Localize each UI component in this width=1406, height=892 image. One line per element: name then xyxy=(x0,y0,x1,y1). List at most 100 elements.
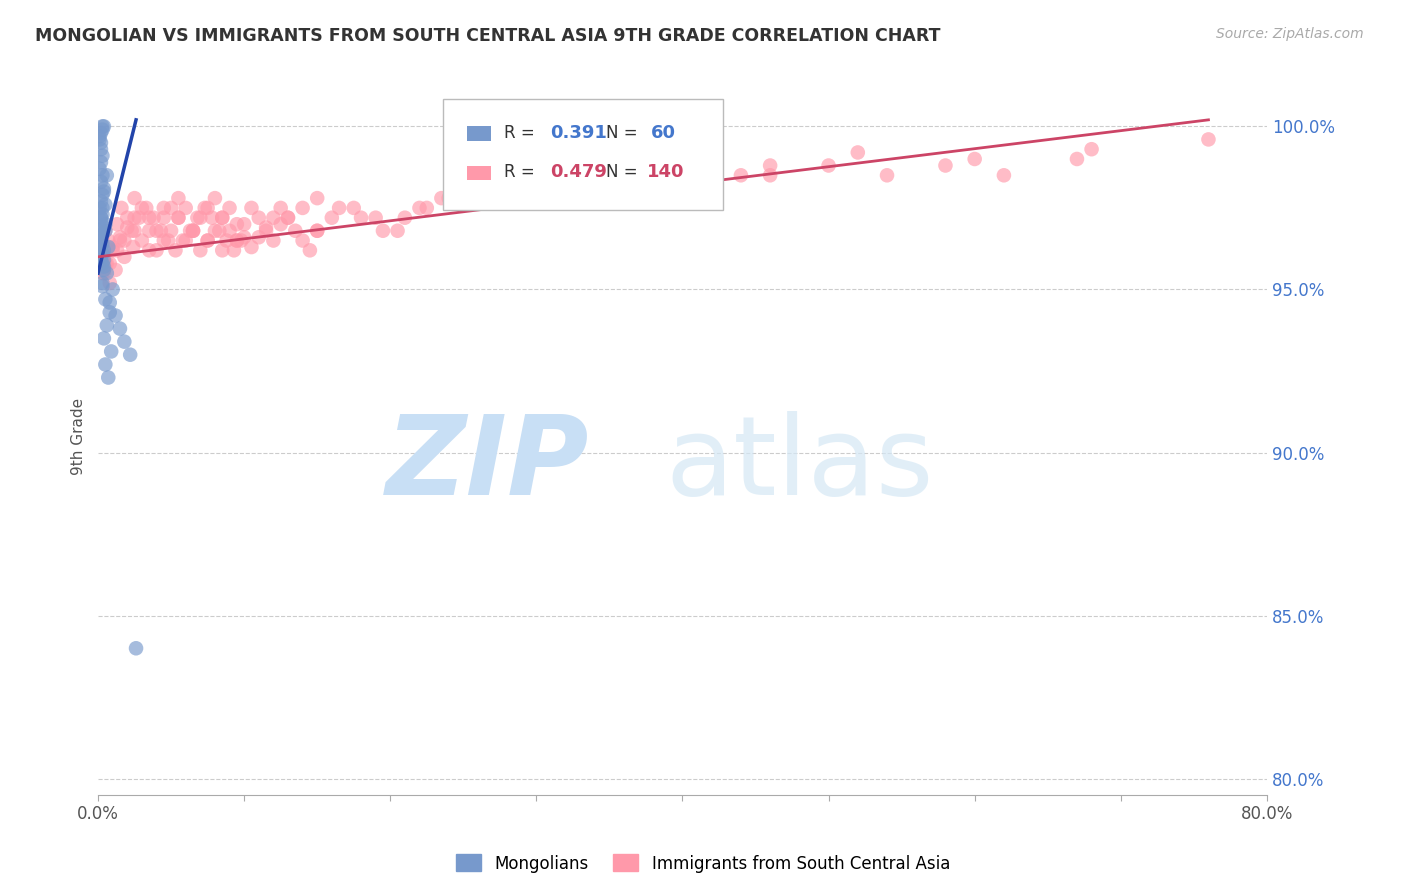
Point xyxy=(91,120,114,134)
Point xyxy=(93,185,115,199)
Point xyxy=(188,244,211,258)
Point xyxy=(876,169,898,183)
Point xyxy=(105,217,128,231)
Point xyxy=(186,211,208,225)
Point xyxy=(160,201,183,215)
Point xyxy=(93,181,115,195)
Point xyxy=(91,207,114,221)
Point xyxy=(135,201,157,215)
Point xyxy=(225,234,247,248)
Point xyxy=(108,230,131,244)
Point xyxy=(211,211,233,225)
Point xyxy=(93,260,115,274)
Point xyxy=(94,256,117,270)
Point xyxy=(174,234,197,248)
Point xyxy=(291,234,314,248)
Point xyxy=(91,201,114,215)
Point xyxy=(89,132,111,146)
Point xyxy=(247,211,270,225)
Point xyxy=(91,246,114,260)
Point xyxy=(225,234,247,248)
Point xyxy=(218,201,240,215)
Text: N =: N = xyxy=(606,124,638,142)
Point xyxy=(91,187,114,202)
Point xyxy=(364,211,387,225)
Point xyxy=(91,227,114,241)
Point xyxy=(201,211,224,225)
Point xyxy=(94,224,117,238)
Point xyxy=(934,159,956,173)
Point xyxy=(167,211,190,225)
Point xyxy=(91,149,114,163)
Point xyxy=(474,169,496,183)
Point xyxy=(643,185,665,199)
Point xyxy=(174,201,197,215)
Point xyxy=(101,240,124,254)
Point xyxy=(211,244,233,258)
Point xyxy=(91,256,114,270)
Point xyxy=(142,211,165,225)
Point xyxy=(124,224,146,238)
FancyBboxPatch shape xyxy=(467,127,491,141)
Point xyxy=(167,191,190,205)
Point xyxy=(993,169,1015,183)
Point xyxy=(1080,142,1102,156)
Point xyxy=(307,191,329,205)
Point xyxy=(90,126,112,140)
Point xyxy=(98,256,121,270)
Point xyxy=(90,214,112,228)
Point xyxy=(298,244,321,258)
Text: 140: 140 xyxy=(647,163,685,181)
Y-axis label: 9th Grade: 9th Grade xyxy=(72,398,86,475)
Point xyxy=(98,305,121,319)
Point xyxy=(165,244,187,258)
Point xyxy=(90,250,112,264)
Point xyxy=(1066,152,1088,166)
Point xyxy=(117,211,139,225)
Point xyxy=(231,234,253,248)
Point xyxy=(343,201,366,215)
Point xyxy=(96,266,118,280)
Point xyxy=(91,230,114,244)
Text: Source: ZipAtlas.com: Source: ZipAtlas.com xyxy=(1216,27,1364,41)
Point xyxy=(93,220,115,235)
Point xyxy=(759,159,782,173)
Point xyxy=(97,234,120,248)
Point xyxy=(211,211,233,225)
Point xyxy=(540,169,562,183)
Point xyxy=(96,318,118,333)
Point xyxy=(90,194,112,209)
Point xyxy=(277,211,299,225)
Point xyxy=(846,145,869,160)
Point xyxy=(94,197,117,211)
Point xyxy=(93,120,115,134)
Point xyxy=(759,169,782,183)
Point xyxy=(350,211,373,225)
Point xyxy=(270,201,292,215)
Text: R =: R = xyxy=(503,124,534,142)
Point xyxy=(91,266,114,280)
Point xyxy=(387,224,409,238)
Point xyxy=(94,217,117,231)
Point xyxy=(262,211,284,225)
Point xyxy=(90,211,112,225)
Point xyxy=(730,169,752,183)
Point xyxy=(430,191,453,205)
Point xyxy=(101,283,124,297)
Point xyxy=(233,217,256,231)
Point xyxy=(328,201,350,215)
Point xyxy=(91,279,114,293)
Point xyxy=(700,178,723,192)
Point xyxy=(98,295,121,310)
Point xyxy=(496,178,519,192)
Point xyxy=(554,178,576,192)
Point xyxy=(145,244,167,258)
Text: atlas: atlas xyxy=(665,411,934,518)
Point xyxy=(284,224,307,238)
Point xyxy=(89,129,111,144)
Point xyxy=(240,201,263,215)
Point xyxy=(240,240,263,254)
Point xyxy=(197,234,219,248)
Point xyxy=(671,191,693,205)
Point xyxy=(172,234,194,248)
